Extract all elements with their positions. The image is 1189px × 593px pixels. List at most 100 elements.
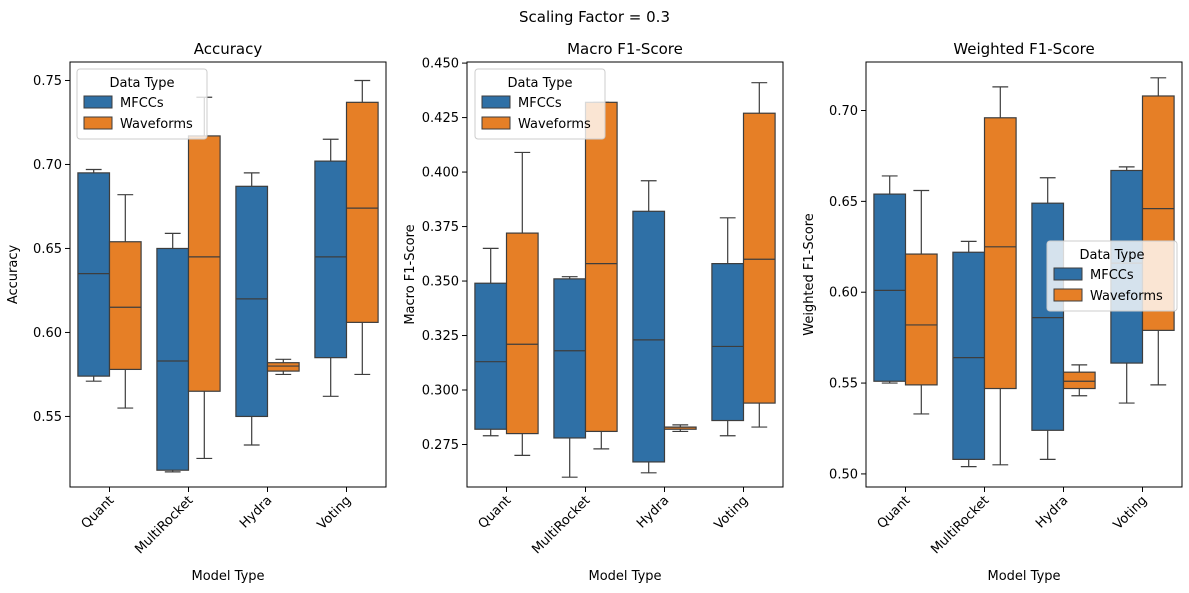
x-tick-label: Voting (315, 493, 355, 533)
x-tick-label: Hydra (1033, 493, 1071, 531)
box-iqr (505, 232, 539, 435)
legend-swatch-mfccs (1053, 267, 1083, 281)
box-waveforms-quant (904, 189, 938, 415)
legend-title: Data Type (507, 76, 572, 91)
box-mfccs-multirocket (156, 232, 190, 473)
x-axis-label: Model Type (987, 569, 1060, 584)
y-tick-label: 0.55 (33, 410, 62, 425)
x-axis-label: Model Type (588, 569, 661, 584)
box-mfccs-quant (474, 247, 508, 437)
x-tick-label: Quant (476, 493, 515, 532)
legend-swatch-mfccs (83, 95, 113, 109)
y-tick-label: 0.350 (422, 275, 459, 290)
box-mfccs-multirocket (952, 240, 986, 468)
legend-title: Data Type (109, 76, 174, 91)
x-tick-label: MultiRocket (529, 493, 593, 557)
chart-title: Macro F1-Score (567, 40, 683, 58)
box-waveforms-voting (1141, 77, 1175, 386)
legend: Data Type MFCCs Waveforms (474, 68, 606, 140)
legend-swatch-waveforms (83, 116, 113, 130)
box-mfccs-voting (314, 138, 348, 397)
box-mfccs-hydra (1031, 177, 1065, 460)
box-iqr (108, 241, 142, 371)
y-tick-label: 0.450 (422, 57, 459, 72)
box-iqr (584, 101, 618, 433)
axes-frame (865, 61, 1183, 488)
chart-panel-1: Accuracy 0.55 0.60 0.65 0.70 0.75 Quant MultiRo… (6, 40, 387, 584)
box-iqr (711, 263, 745, 422)
box-iqr (1031, 202, 1065, 431)
box-waveforms-hydra (266, 358, 300, 376)
box-mfccs-quant (77, 168, 111, 382)
y-tick-label: 0.375 (422, 220, 459, 235)
box-iqr (873, 193, 907, 382)
box-waveforms-multirocket (983, 86, 1017, 466)
legend-entry-mfccs: MFCCs (120, 96, 164, 111)
box-iqr (266, 362, 300, 372)
chart-panel-2: Macro F1-Score 0.275 0.300 0.325 0.350 0.375 0… (403, 40, 784, 584)
chart-panels: Accuracy 0.55 0.60 0.65 0.70 0.75 Quant MultiRo… (6, 40, 1183, 584)
box-iqr (742, 112, 776, 404)
box-waveforms-multirocket (584, 101, 618, 450)
box-mfccs-hydra (632, 180, 666, 474)
legend-entry-mfccs: MFCCs (1090, 268, 1134, 283)
box-waveforms-voting (345, 79, 379, 376)
y-tick-label: 0.300 (422, 384, 459, 399)
y-tick-label: 0.55 (829, 377, 858, 392)
legend-title: Data Type (1079, 248, 1144, 263)
box-mfccs-hydra (235, 172, 269, 446)
legend-swatch-mfccs (481, 95, 511, 109)
box-mfccs-voting (711, 217, 745, 437)
x-tick-label: Hydra (237, 493, 275, 531)
y-axis-label: Macro F1-Score (403, 224, 418, 324)
box-waveforms-voting (742, 82, 776, 428)
x-tick-label: Quant (875, 493, 914, 532)
x-tick-label: Voting (1111, 493, 1151, 533)
box-waveforms-multirocket (187, 96, 221, 460)
box-iqr (77, 172, 111, 377)
box-mfccs-multirocket (553, 276, 587, 478)
legend-entry-waveforms: Waveforms (518, 117, 591, 132)
y-tick-label: 0.275 (422, 438, 459, 453)
legend-entry-waveforms: Waveforms (1090, 289, 1163, 304)
box-waveforms-quant (505, 151, 539, 456)
figure-suptitle: Scaling Factor = 0.3 (519, 8, 670, 26)
box-iqr (983, 117, 1017, 390)
legend-entry-waveforms: Waveforms (120, 117, 193, 132)
x-tick-label: MultiRocket (132, 493, 196, 557)
y-tick-label: 0.70 (829, 104, 858, 119)
box-waveforms-quant (108, 194, 142, 409)
box-iqr (632, 210, 666, 463)
legend-swatch-waveforms (1053, 288, 1083, 302)
x-tick-label: Quant (79, 493, 118, 532)
y-tick-label: 0.325 (422, 329, 459, 344)
x-axis-label: Model Type (191, 569, 264, 584)
chart-title: Accuracy (194, 40, 263, 58)
box-iqr (345, 101, 379, 323)
box-mfccs-quant (873, 175, 907, 384)
legend: Data Type MFCCs Waveforms (1046, 240, 1178, 312)
box-iqr (156, 247, 190, 471)
box-iqr (235, 185, 269, 418)
box-iqr (474, 282, 508, 430)
box-iqr (187, 135, 221, 392)
box-iqr (553, 278, 587, 439)
y-axis-label: Accuracy (6, 245, 21, 305)
y-tick-label: 0.50 (829, 467, 858, 482)
box-iqr (904, 253, 938, 386)
legend: Data Type MFCCs Waveforms (76, 68, 208, 140)
y-tick-label: 0.70 (33, 158, 62, 173)
box-iqr (314, 160, 348, 359)
x-tick-label: Voting (712, 493, 752, 533)
legend-swatch-waveforms (481, 116, 511, 130)
x-tick-label: Hydra (634, 493, 672, 531)
y-axis-label: Weighted F1-Score (802, 213, 817, 336)
box-iqr (952, 251, 986, 460)
box-waveforms-hydra (1062, 364, 1096, 397)
y-tick-label: 0.425 (422, 111, 459, 126)
axes-frame (69, 61, 387, 488)
y-tick-label: 0.65 (829, 195, 858, 210)
y-tick-label: 0.400 (422, 166, 459, 181)
legend-entry-mfccs: MFCCs (518, 96, 562, 111)
